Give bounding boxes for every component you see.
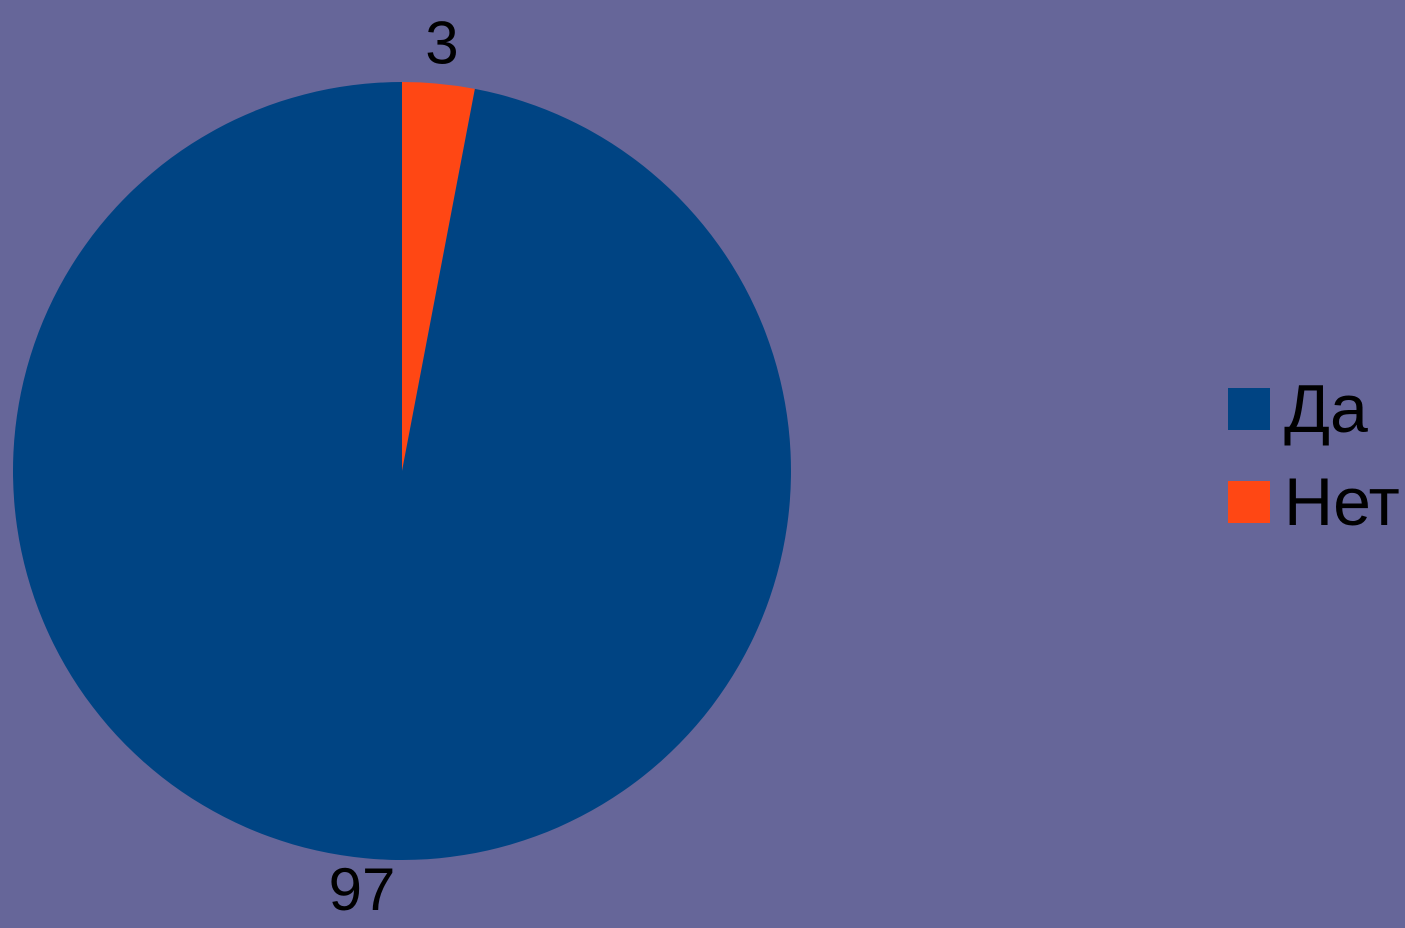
pie-slice-da xyxy=(12,82,792,860)
data-label-net: 3 xyxy=(425,10,458,77)
legend-item-net: Нет xyxy=(1228,455,1405,548)
legend-swatch-net xyxy=(1228,480,1270,523)
legend-item-da: Да xyxy=(1228,362,1405,455)
legend: Да Нет xyxy=(1228,362,1405,548)
data-label-da: 97 xyxy=(329,856,396,923)
pie-slice-net xyxy=(402,82,475,471)
legend-swatch-da xyxy=(1228,387,1270,430)
legend-label-da: Да xyxy=(1284,370,1368,447)
legend-label-net: Нет xyxy=(1284,463,1400,540)
